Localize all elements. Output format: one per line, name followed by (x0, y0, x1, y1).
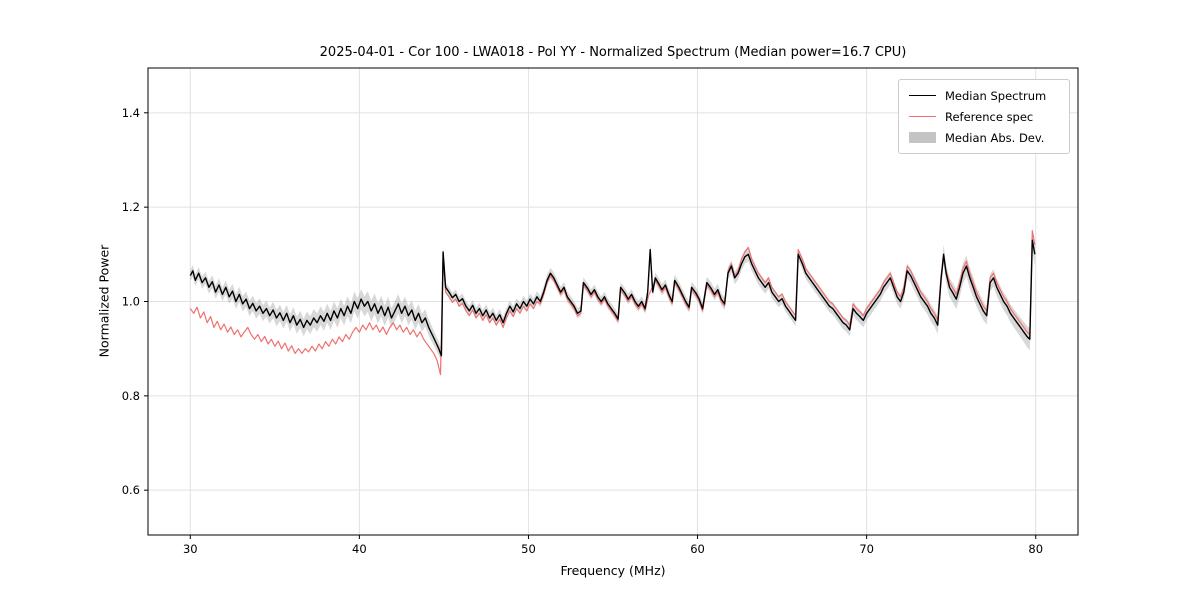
x-tick-label: 80 (1028, 542, 1043, 556)
legend-item-median: Median Spectrum (909, 88, 1059, 103)
y-axis-label: Normalized Power (96, 244, 112, 358)
y-tick-label: 1.0 (122, 295, 140, 309)
legend-line-swatch-reference (909, 116, 936, 117)
legend-label-reference: Reference spec (945, 109, 1034, 124)
legend-item-reference: Reference spec (909, 109, 1059, 124)
legend: Median Spectrum Reference spec Median Ab… (898, 79, 1070, 154)
chart-title: 2025-04-01 - Cor 100 - LWA018 - Pol YY -… (319, 45, 907, 60)
series-reference-spec (189, 230, 1036, 376)
legend-line-swatch-median (909, 95, 936, 96)
mad-band (190, 228, 1035, 363)
x-tick-label: 70 (859, 542, 874, 556)
legend-patch-swatch-mad (909, 132, 936, 143)
legend-label-mad: Median Abs. Dev. (945, 130, 1045, 145)
y-tick-label: 0.6 (122, 483, 140, 497)
legend-label-median: Median Spectrum (945, 88, 1047, 103)
x-tick-label: 60 (690, 542, 705, 556)
x-tick-label: 40 (352, 542, 367, 556)
series-median-spectrum (189, 239, 1036, 357)
y-tick-label: 0.8 (122, 389, 140, 403)
y-tick-label: 1.4 (122, 106, 140, 120)
x-tick-label: 50 (521, 542, 536, 556)
x-tick-label: 30 (183, 542, 198, 556)
legend-item-mad: Median Abs. Dev. (909, 130, 1059, 145)
y-tick-label: 1.2 (122, 200, 140, 214)
x-axis-label: Frequency (MHz) (560, 563, 666, 578)
